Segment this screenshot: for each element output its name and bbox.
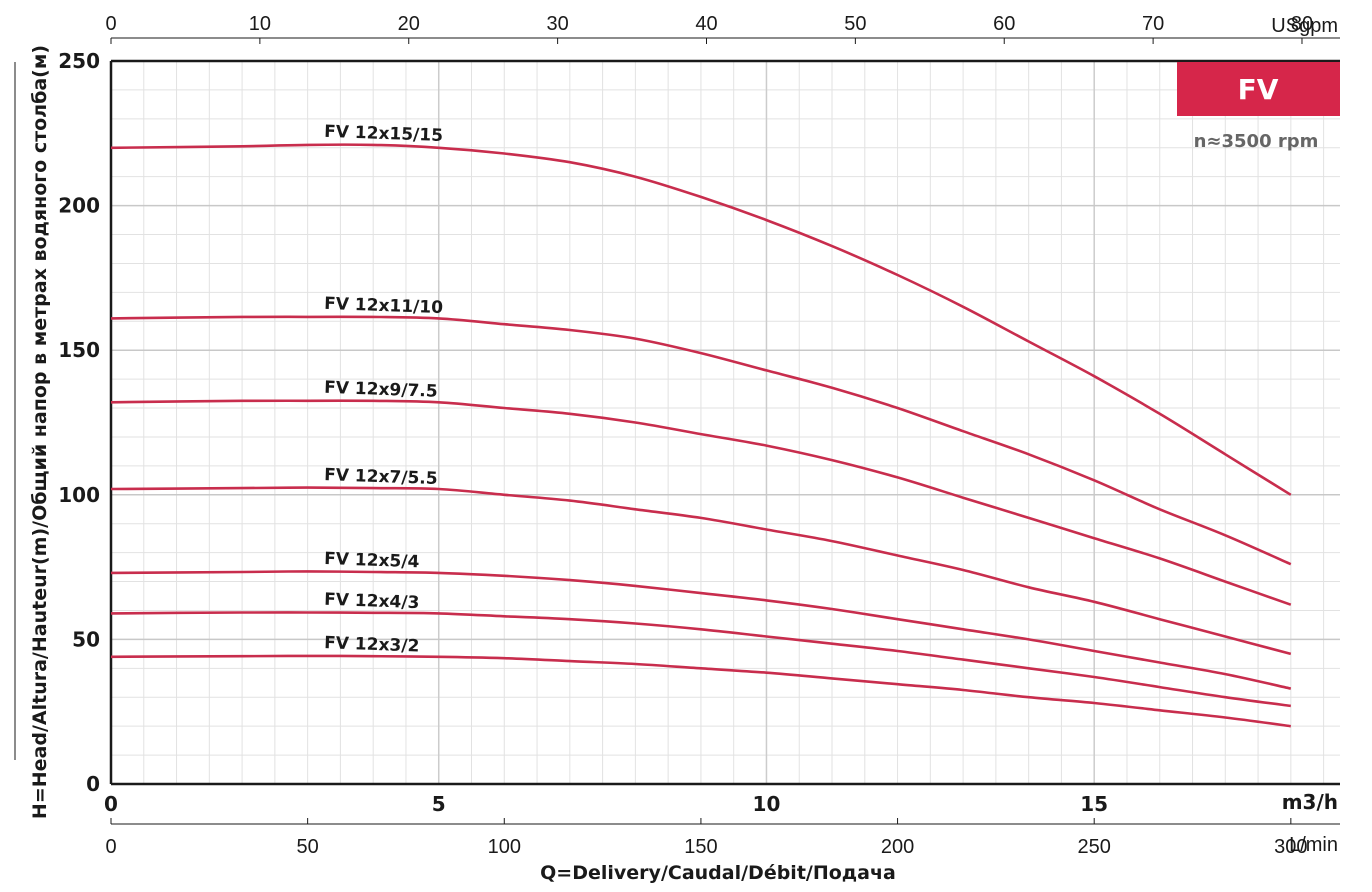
tick-y-label: 50	[72, 627, 100, 651]
curve-label: FV 12x15/15	[324, 122, 443, 146]
tick-top-label: 50	[844, 13, 866, 35]
tick-bottom-label: 50	[297, 836, 319, 858]
tick-top-label: 60	[993, 13, 1015, 35]
tick-main-label: 15	[1080, 792, 1108, 816]
curve-line	[110, 486, 1292, 656]
curve-line	[110, 315, 1292, 566]
tick-bottom-label: 0	[105, 836, 116, 858]
badge: FV	[1177, 62, 1340, 116]
tick-top-label: 0	[105, 13, 116, 35]
curve-line	[110, 611, 1291, 708]
curve-label: FV 12x5/4	[324, 549, 420, 572]
tick-y-label: 0	[86, 772, 100, 796]
tick-top-label: 30	[546, 13, 568, 35]
curve-label: FV 12x7/5.5	[324, 465, 438, 489]
curve-series	[110, 143, 1292, 728]
tick-main-label: 5	[432, 792, 446, 816]
tick-y-label: 200	[58, 194, 100, 218]
plot-frame	[109, 59, 1340, 786]
tick-bottom-label: 150	[684, 836, 717, 858]
curve-labels: FV 12x15/15 FV 12x11/10 FV 12x9/7.5 FV 12x7…	[324, 122, 444, 657]
x-axis-title: Q=Delivery/Caudal/Débit/Подача	[540, 862, 896, 884]
badge-background	[1177, 62, 1340, 116]
curve-label: FV 12x9/7.5	[324, 378, 438, 402]
curve-line	[110, 143, 1292, 496]
tick-top-label: 80	[1291, 13, 1313, 35]
axis-main-m3h: 0 5 10 15 m3/h	[104, 790, 1338, 816]
tick-bottom-label: 200	[881, 836, 914, 858]
curve-line	[110, 654, 1291, 728]
grid-minor	[111, 61, 1340, 784]
speed-note: n≈3500 rpm	[1194, 131, 1319, 152]
tick-bottom-label: 250	[1078, 836, 1111, 858]
curve-line	[110, 570, 1292, 690]
axis-y-head: 0 50 100 150 200 250	[14, 49, 100, 796]
tick-bottom-label: 300	[1274, 836, 1307, 858]
tick-bottom-label: 100	[488, 836, 521, 858]
unit-top-label: USgpm	[1271, 15, 1338, 37]
curve-label: FV 12x3/2	[324, 633, 420, 656]
tick-top-label: 70	[1142, 13, 1164, 35]
tick-y-label: 100	[58, 483, 100, 507]
tick-top-label: 10	[249, 13, 271, 35]
tick-main-label: 0	[104, 792, 118, 816]
tick-top-label: 40	[695, 13, 717, 35]
tick-main-label: 10	[753, 792, 781, 816]
tick-y-label: 250	[58, 49, 100, 73]
badge-label: FV	[1238, 73, 1279, 106]
unit-main-label: m3/h	[1282, 790, 1338, 814]
curve-label: FV 12x4/3	[324, 590, 420, 613]
tick-top-label: 20	[398, 13, 420, 35]
curve-line	[110, 399, 1292, 606]
y-axis-title: H=Head/Altura/Hauteur(m)/Общий напор в м…	[29, 45, 51, 819]
curve-label: FV 12x11/10	[324, 294, 444, 318]
grid-major	[111, 61, 1340, 784]
unit-bottom-label: L/min	[1289, 834, 1338, 856]
tick-y-label: 150	[58, 338, 100, 362]
